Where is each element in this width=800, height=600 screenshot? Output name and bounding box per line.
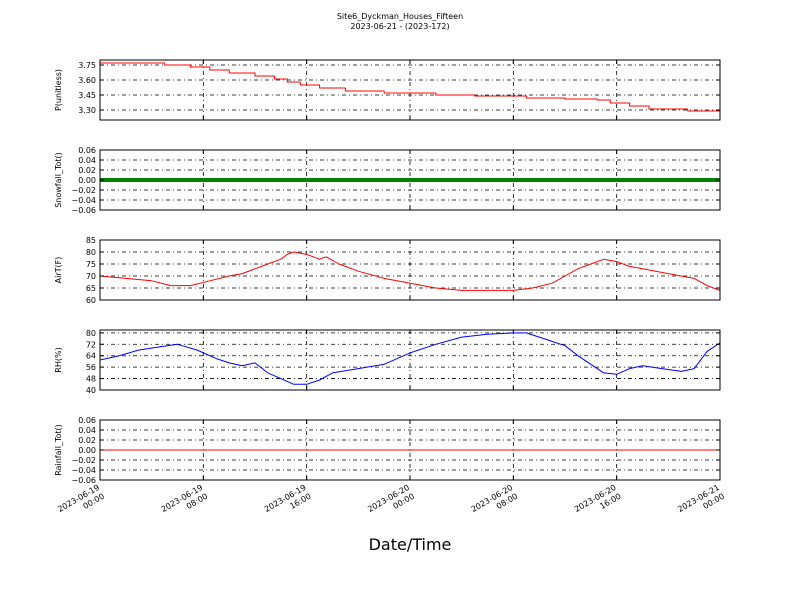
y-tick-label: 70	[86, 272, 96, 281]
x-tick-label: 2023-06-1900:00	[56, 483, 106, 523]
panel-5: −0.06−0.04−0.020.000.020.040.06 Rainfall_…	[54, 416, 721, 485]
y-tick-label: 60	[86, 296, 96, 305]
y-tick-label: 0.06	[78, 146, 96, 155]
x-tick-label: 2023-06-2000:00	[366, 483, 416, 523]
y-axis-label: AirT(F)	[54, 257, 63, 284]
y-axis-label: P(unitless)	[54, 69, 63, 111]
y-tick-label: 0.04	[78, 426, 96, 435]
y-tick-label: −0.02	[71, 456, 96, 465]
y-axis-label: Snowfall_Tot()	[54, 152, 63, 208]
series-line-4-1	[99, 332, 721, 385]
y-tick-label: 65	[86, 284, 96, 293]
y-axis-label: Rainfall_Tot()	[54, 424, 63, 476]
y-tick-label: 3.60	[78, 76, 96, 85]
y-tick-label: 48	[86, 375, 96, 384]
chart-title: Site6_Dyckman_Houses_Fifteen	[337, 12, 463, 21]
y-tick-label: 0.00	[78, 446, 96, 455]
panel-3: 60 65 70 75 80 85 AirT(F)	[54, 236, 721, 305]
y-tick-label: −0.04	[71, 196, 96, 205]
y-tick-label: −0.06	[71, 206, 96, 215]
series-line-1-1	[100, 62, 720, 112]
x-tick-label: 2023-06-1916:00	[263, 483, 313, 523]
x-tick-label: 2023-06-2100:00	[676, 483, 726, 523]
y-tick-label: 85	[86, 236, 96, 245]
series-line-3-1	[99, 251, 721, 291]
panel-2: −0.06−0.04−0.020.000.020.040.06 Snowfall_…	[54, 146, 721, 215]
x-tick-labels: 2023-06-1900:00 2023-06-1908:00 2023-06-19…	[56, 483, 726, 523]
chart-subtitle: 2023-06-21 - (2023-172)	[350, 22, 449, 31]
y-tick-label: 80	[86, 329, 96, 338]
y-tick-label: 75	[86, 260, 96, 269]
y-tick-label: 80	[86, 248, 96, 257]
y-tick-label: 3.45	[78, 91, 96, 100]
panel-1: 3.30 3.45 3.60 3.75 P(unitless)	[54, 59, 721, 121]
y-tick-label: 72	[86, 340, 96, 349]
y-tick-label: 0.06	[78, 416, 96, 425]
y-tick-label: −0.02	[71, 186, 96, 195]
panel-4: 40 48 56 64 72 80 RH(%)	[54, 329, 721, 395]
y-tick-label: −0.06	[71, 476, 96, 485]
y-tick-label: 64	[86, 352, 96, 361]
x-tick-label: 2023-06-2016:00	[573, 483, 623, 523]
x-tick-label: 2023-06-2008:00	[470, 483, 520, 523]
y-tick-label: 0.02	[78, 436, 96, 445]
y-tick-label: 56	[86, 363, 96, 372]
y-tick-label: 0.04	[78, 156, 96, 165]
y-tick-label: 3.30	[78, 106, 96, 115]
y-tick-label: 0.00	[78, 176, 96, 185]
panels: 3.303.453.603.75P(unitless)−0.06−0.04−0.…	[54, 59, 726, 523]
y-axis-label: RH(%)	[54, 347, 63, 372]
y-tick-label: −0.04	[71, 466, 96, 475]
y-tick-label: 40	[86, 386, 96, 395]
x-tick-label: 2023-06-1908:00	[160, 483, 210, 523]
y-tick-label: 0.02	[78, 166, 96, 175]
x-axis-label: Date/Time	[369, 535, 452, 554]
y-tick-label: 3.75	[78, 61, 96, 70]
